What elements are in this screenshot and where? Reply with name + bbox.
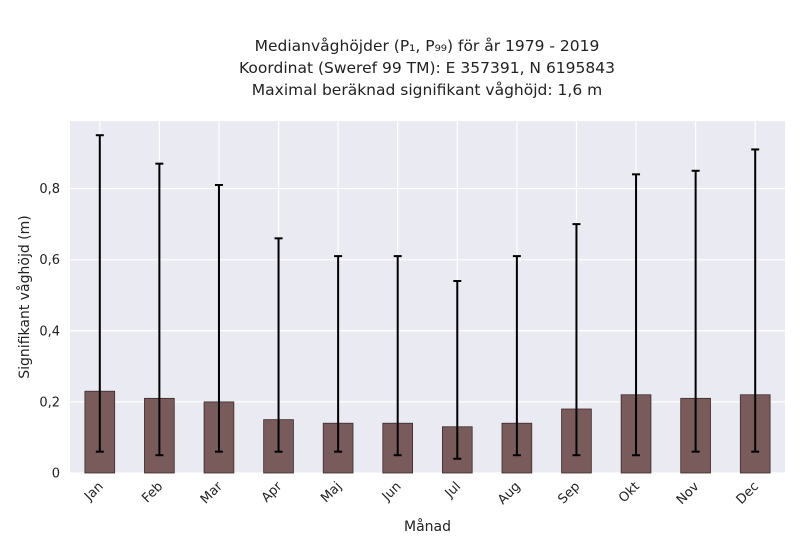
error-bar-feb xyxy=(155,162,164,457)
y-tick-label: 0,8 xyxy=(39,182,60,197)
error-bar-apr xyxy=(274,237,283,453)
x-tick-label-feb: Feb xyxy=(139,479,166,506)
x-axis-label: Månad xyxy=(404,518,451,535)
x-tick-label-dec: Dec xyxy=(734,479,762,507)
error-bar-sep xyxy=(572,223,581,457)
x-tick-label-okt: Okt xyxy=(616,479,643,506)
x-tick-label-jan: Jan xyxy=(81,479,106,504)
plot-area xyxy=(70,121,785,473)
chart-title-line: Maximal beräknad signifikant våghöjd: 1,… xyxy=(252,81,602,99)
x-tick-label-sep: Sep xyxy=(555,479,583,507)
y-tick-label: 0 xyxy=(52,467,60,482)
x-tick-label-aug: Aug xyxy=(495,479,524,508)
x-tick-label-jul: Jul xyxy=(442,479,464,501)
x-tick-label-apr: Apr xyxy=(259,479,286,506)
x-tick-label-nov: Nov xyxy=(674,479,703,508)
error-bar-jul xyxy=(453,280,462,460)
error-bar-maj xyxy=(334,255,343,453)
chart-title-line: Medianvåghöjder (P₁, P₉₉) för år 1979 - … xyxy=(255,37,600,55)
chart-title: Medianvåghöjder (P₁, P₉₉) för år 1979 - … xyxy=(239,37,615,99)
y-tick-label: 0,4 xyxy=(39,324,60,339)
x-axis-ticks: Jan Feb Mar Apr Maj Jun Jul Aug Sep Okt Nov Dec xyxy=(81,479,762,508)
chart-title-line: Koordinat (Sweref 99 TM): E 357391, N 61… xyxy=(239,59,615,77)
error-bar-dec xyxy=(751,148,760,453)
x-tick-label-mar: Mar xyxy=(198,479,226,507)
error-bar-nov xyxy=(691,169,700,453)
y-tick-label: 0,6 xyxy=(39,253,60,268)
error-bar-jun xyxy=(393,255,402,457)
y-tick-label: 0,2 xyxy=(39,395,60,410)
y-axis-label: Signifikant våghöjd (m) xyxy=(16,215,33,378)
x-tick-label-jun: Jun xyxy=(379,479,405,505)
error-bar-mar xyxy=(214,184,223,453)
error-bar-jan xyxy=(95,134,104,453)
error-bars xyxy=(95,134,760,460)
error-bar-aug xyxy=(512,255,521,457)
x-tick-label-maj: Maj xyxy=(318,479,345,506)
error-bar-okt xyxy=(632,173,641,457)
y-axis-ticks: 0 0,2 0,4 0,6 0,8 xyxy=(39,182,60,481)
